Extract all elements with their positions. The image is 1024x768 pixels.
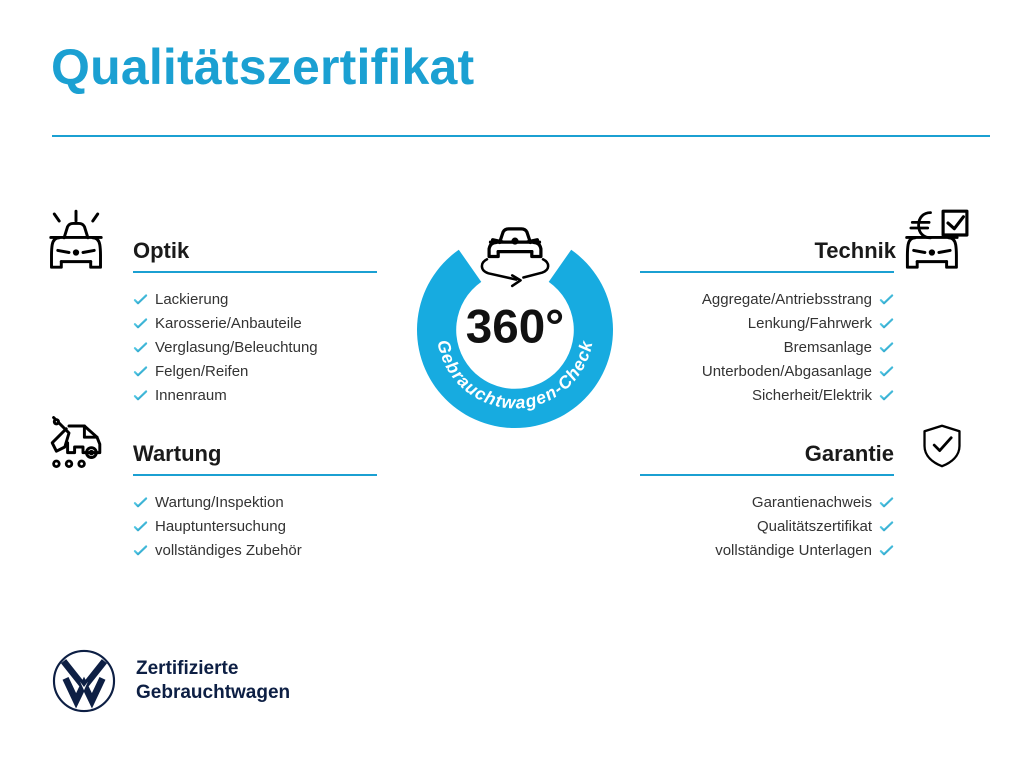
svg-text:360°: 360° (466, 301, 564, 354)
